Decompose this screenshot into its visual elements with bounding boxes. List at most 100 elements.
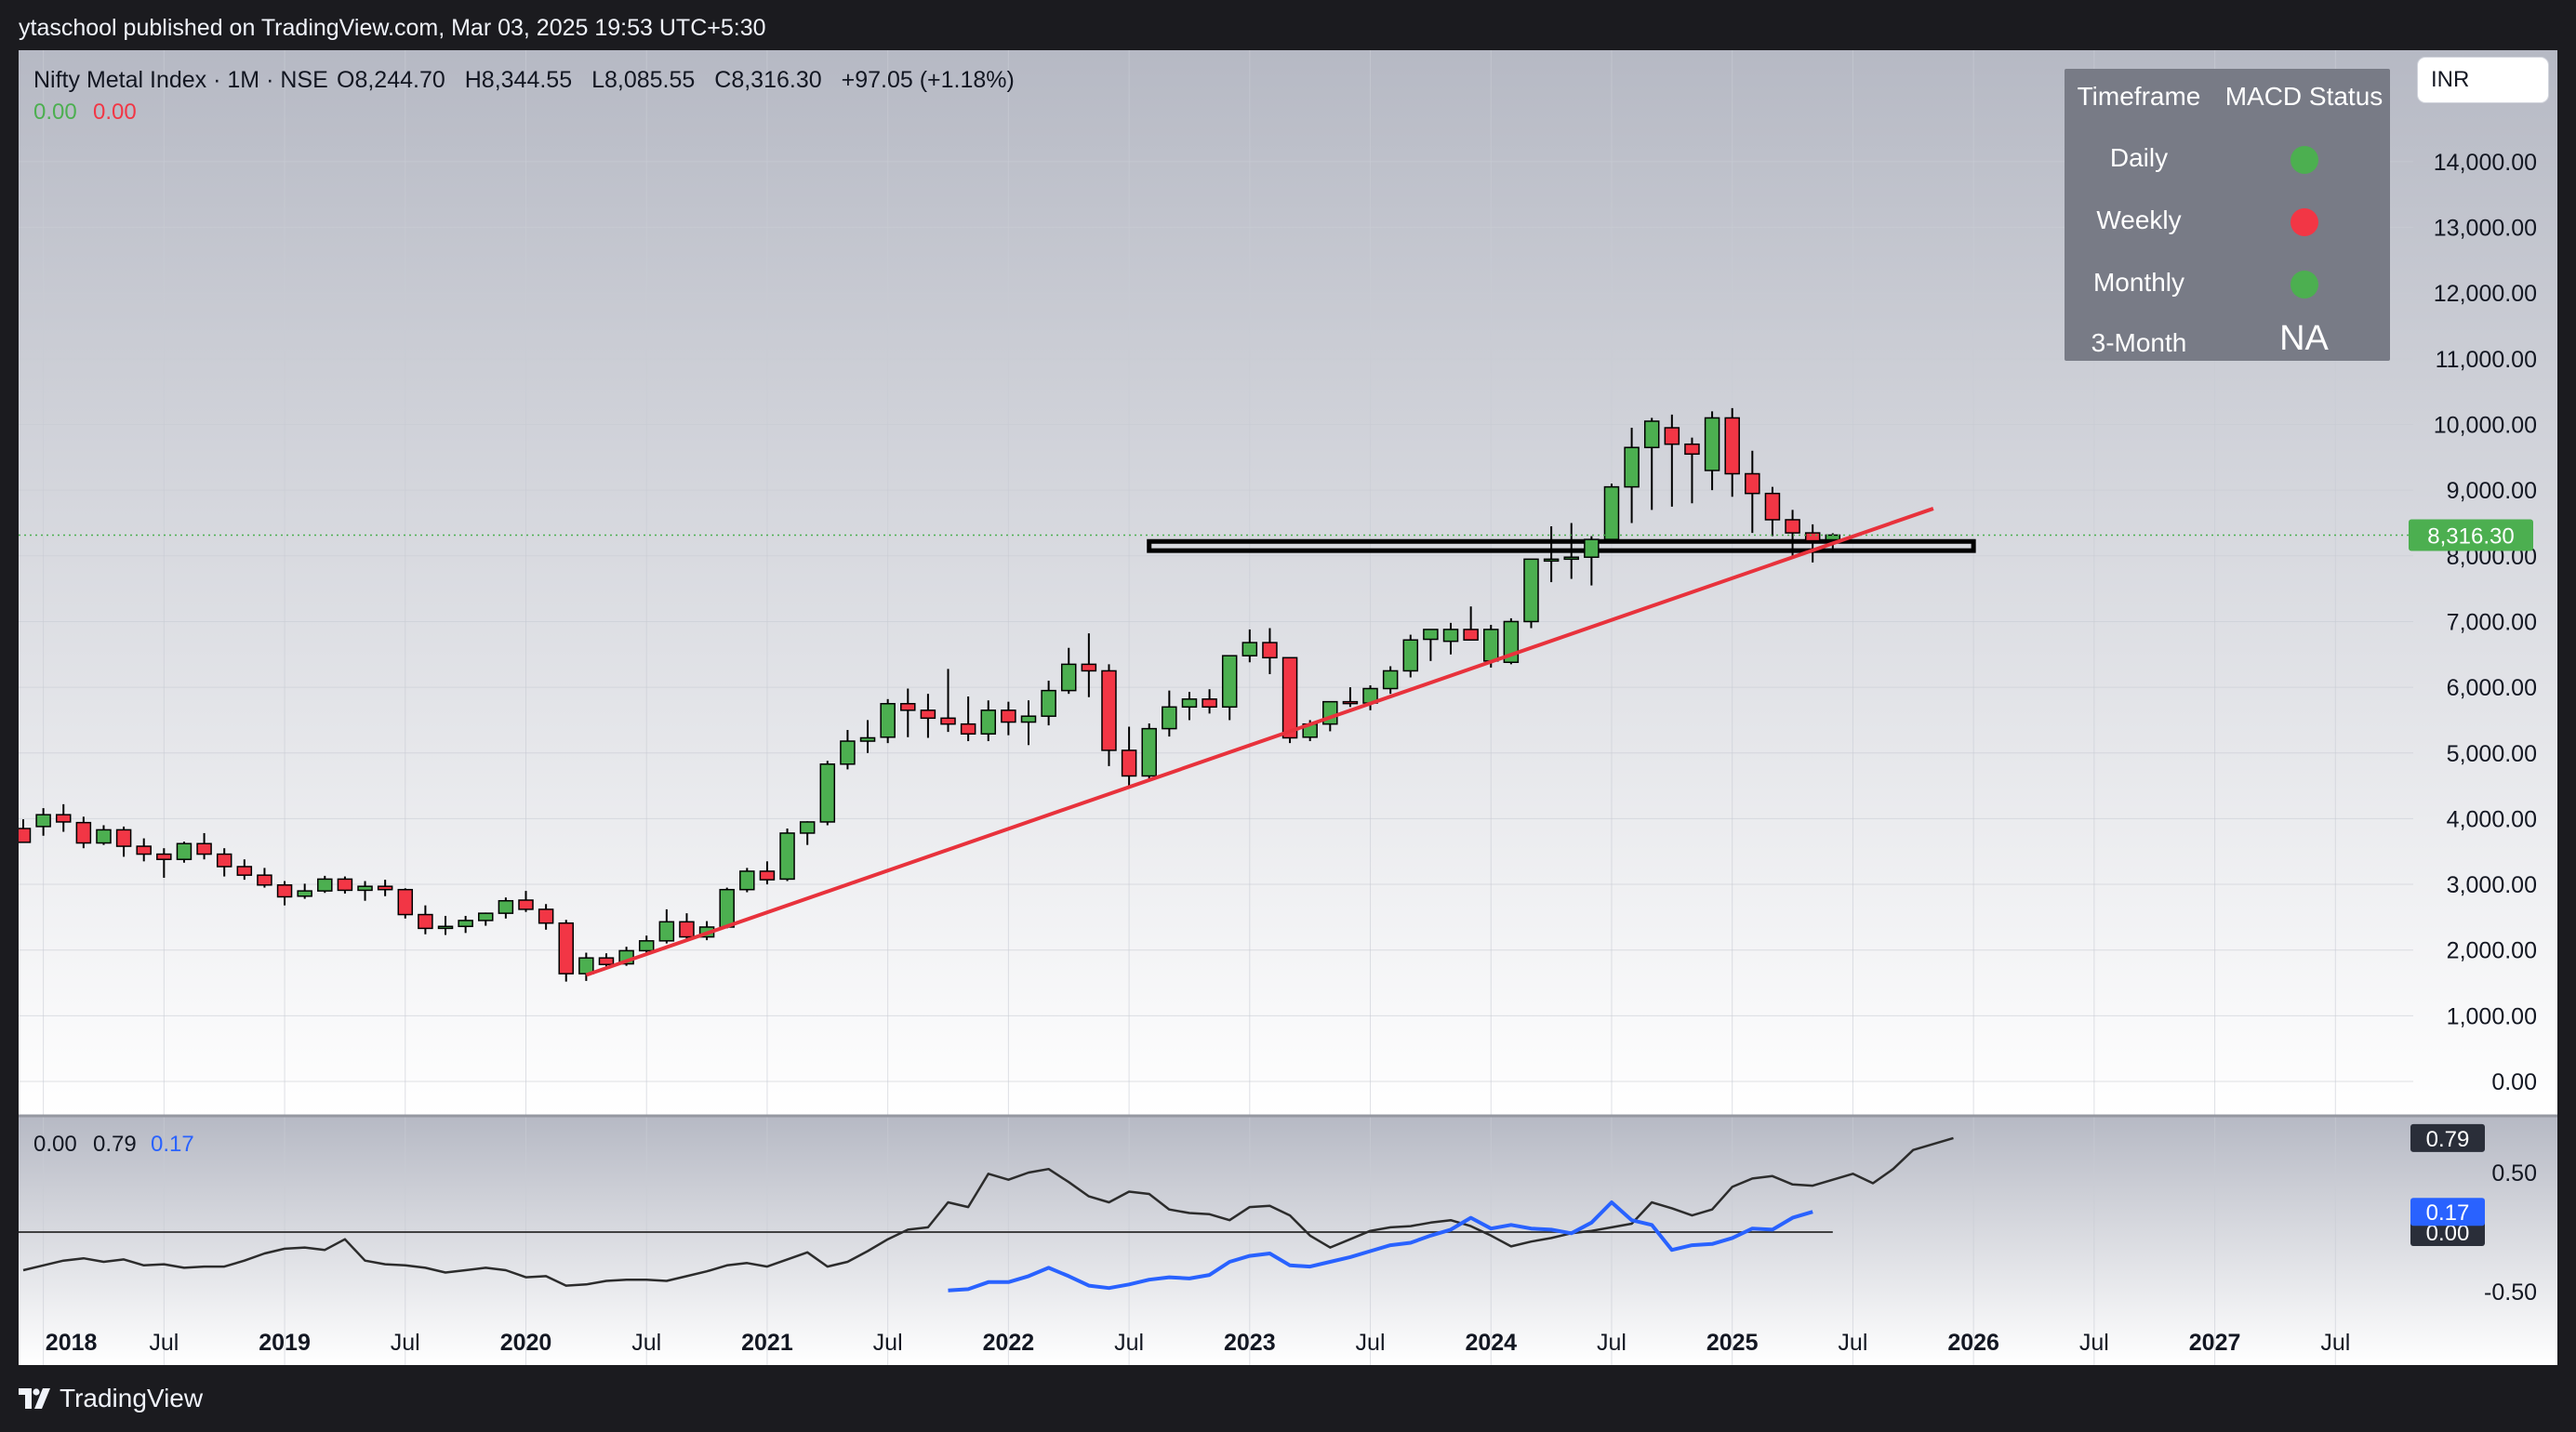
published-by-text: ytaschool published on TradingView.com, … [19, 15, 766, 41]
candle-body [920, 709, 936, 720]
candle [156, 848, 172, 878]
currency-selector[interactable]: INR [2418, 58, 2548, 102]
candle [1402, 634, 1419, 678]
price-tick-label: 2,000.00 [2447, 938, 2537, 964]
candle-body [1745, 472, 1760, 495]
indicator-pane-background [19, 1116, 2557, 1365]
candle [15, 819, 32, 843]
candle-body [1563, 556, 1579, 561]
candle [840, 730, 856, 770]
candle [1704, 411, 1720, 491]
candle-body [1382, 670, 1399, 690]
support-zone-box[interactable] [1147, 538, 1976, 553]
candle-body [297, 890, 312, 897]
candle [317, 875, 333, 894]
candle-body [779, 832, 795, 881]
candle-body [638, 940, 655, 952]
candle [257, 868, 272, 888]
candle-body [900, 703, 916, 711]
macd-legend-zero: 0.00 [33, 1132, 77, 1157]
candle [35, 808, 51, 836]
candle [1020, 700, 1037, 746]
candle [1764, 486, 1781, 537]
candle-body [578, 957, 594, 975]
candle [779, 828, 795, 882]
time-tick-label: 2020 [500, 1330, 552, 1356]
candle [819, 761, 836, 826]
time-tick-label: Jul [1356, 1330, 1386, 1356]
candle-body [1584, 538, 1600, 558]
candle [1664, 414, 1680, 507]
candle-body [437, 925, 454, 930]
price-tick-label: 5,000.00 [2447, 741, 2537, 767]
price-axis[interactable]: 0.00 1,000.00 2,000.00 3,000.00 4,000.00 5,00… [2409, 150, 2537, 1095]
status-dot-green [2290, 270, 2318, 298]
time-tick-label: 2019 [259, 1330, 311, 1356]
candle-body [739, 870, 755, 891]
candle-body [115, 829, 132, 847]
top-bar: ytaschool published on TradingView.com, … [0, 0, 2576, 58]
timeframe-label: Daily [2109, 143, 2169, 172]
trendline-group [585, 507, 1934, 977]
candle [498, 897, 514, 919]
candle-body [598, 957, 615, 965]
time-axis[interactable]: 2018 Jul 2019 Jul 2020 Jul 2021 Jul 2022 Jul 2023 J… [46, 1330, 2350, 1356]
candle [437, 915, 454, 935]
candle-body [1442, 629, 1459, 643]
legend-close-label: C [714, 67, 731, 93]
tradingview-brand[interactable]: TradingView [19, 1384, 203, 1413]
candle-body [518, 899, 534, 910]
candle-body [418, 913, 433, 930]
price-tick-label: 14,000.00 [2434, 150, 2537, 176]
candle-body [1342, 700, 1359, 705]
legend-high-label: H [465, 67, 482, 93]
candle [920, 694, 936, 738]
legend-high: 8,344.55 [482, 67, 572, 93]
candle [236, 859, 253, 881]
candle [1423, 629, 1439, 661]
macd-legend-signal: 0.17 [151, 1132, 194, 1157]
candle-body [1162, 706, 1177, 730]
candle [980, 700, 997, 742]
time-tick-label: Jul [149, 1330, 179, 1356]
candle-body [880, 703, 896, 738]
candle-body [75, 821, 92, 844]
candle [799, 821, 816, 845]
support-zone-group [1147, 538, 1976, 553]
time-tick-label: 2026 [1947, 1330, 1999, 1356]
candle-body [96, 829, 112, 844]
candle-body [1281, 656, 1298, 739]
timeframe-label: Weekly [2096, 206, 2182, 234]
price-tick-label: 10,000.00 [2434, 413, 2537, 439]
candle [337, 876, 353, 894]
candle-body [1202, 698, 1217, 709]
time-tick-label: 2022 [983, 1330, 1035, 1356]
candle [739, 868, 755, 893]
candle [1563, 523, 1579, 579]
price-tick-label: 7,000.00 [2447, 609, 2537, 635]
candle [1603, 484, 1620, 543]
legend-symbol[interactable]: Nifty Metal Index · 1M · NSE [33, 67, 328, 93]
candle-body [1624, 446, 1640, 488]
candle-body [759, 870, 776, 881]
indicator-value-b: 0.00 [93, 99, 137, 125]
symbol-legend: Nifty Metal Index · 1M · NSE O8,244.70 H… [33, 67, 1015, 125]
macd-legend: 0.00 0.79 0.17 [33, 1132, 194, 1157]
macd-pane-group: 0.50 -0.50 0.00 0.79 0.17 [19, 1123, 2537, 1306]
footer: TradingView [0, 1365, 2576, 1432]
candle [1785, 510, 1800, 556]
macd-value-badge-bg [2410, 1123, 2485, 1152]
candle-body [1242, 642, 1258, 656]
candle-body [840, 740, 856, 765]
price-tick-label: 0.00 [2491, 1069, 2537, 1095]
candle-body [1463, 629, 1479, 641]
candle [1041, 681, 1056, 726]
candle [1362, 684, 1378, 710]
legend-low-label: L [591, 67, 604, 93]
candle-body [1221, 655, 1238, 709]
header-timeframe: Timeframe [2077, 82, 2201, 111]
candle-body [1724, 417, 1740, 475]
price-tick-label: 12,000.00 [2434, 281, 2537, 307]
legend-open-label: O [337, 67, 354, 93]
support-trendline[interactable] [585, 507, 1934, 977]
